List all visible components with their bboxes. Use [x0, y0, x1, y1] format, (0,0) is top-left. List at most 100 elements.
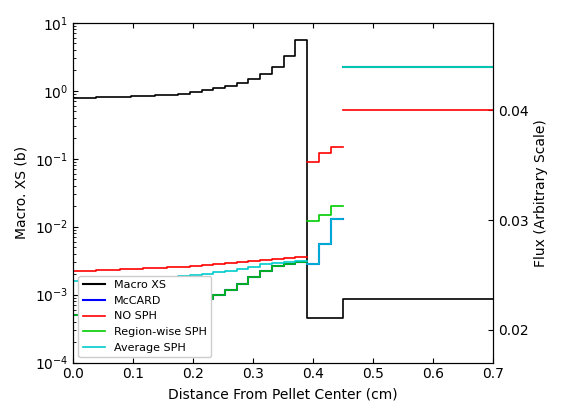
Region-wise SPH — [186, 303, 193, 308]
McCARD — [233, 287, 240, 292]
NO SPH — [151, 266, 158, 271]
Region-wise SPH — [128, 311, 135, 316]
McCARD — [233, 282, 240, 287]
Macro XS — [339, 316, 346, 321]
Region-wise SPH — [163, 305, 170, 310]
Region-wise SPH — [245, 282, 252, 287]
NO SPH — [233, 260, 240, 265]
NO SPH — [245, 260, 252, 265]
McCARD — [140, 308, 146, 313]
NO SPH — [292, 255, 298, 260]
Macro XS — [105, 94, 111, 99]
Average SPH — [93, 278, 100, 283]
Average SPH — [210, 271, 217, 276]
NO SPH — [81, 269, 88, 274]
Region-wise SPH — [128, 310, 135, 314]
McCARD — [93, 312, 100, 317]
McCARD — [175, 303, 182, 308]
NO SPH — [280, 256, 287, 261]
Average SPH — [280, 260, 287, 265]
McCARD — [105, 312, 111, 317]
McCARD — [186, 303, 193, 308]
Region-wise SPH — [140, 308, 146, 313]
McCARD — [151, 307, 158, 312]
Region-wise SPH — [175, 305, 182, 310]
Line: Region-wise SPH: Region-wise SPH — [73, 262, 307, 315]
Macro XS — [93, 95, 100, 100]
NO SPH — [186, 264, 193, 269]
Macro XS — [269, 65, 275, 70]
NO SPH — [81, 268, 88, 273]
NO SPH — [257, 258, 263, 262]
Region-wise SPH — [198, 300, 205, 305]
Average SPH — [163, 275, 170, 280]
Average SPH — [140, 277, 146, 282]
NO SPH — [140, 266, 146, 271]
Macro XS — [93, 95, 100, 100]
Macro XS — [245, 77, 252, 82]
Average SPH — [269, 260, 275, 265]
Macro XS — [128, 94, 135, 99]
McCARD — [257, 275, 263, 280]
NO SPH — [303, 255, 310, 260]
Macro XS — [81, 96, 88, 101]
McCARD — [93, 312, 100, 317]
Average SPH — [280, 259, 287, 264]
NO SPH — [70, 269, 77, 274]
Region-wise SPH — [70, 312, 77, 317]
NO SPH — [269, 258, 275, 262]
Macro XS — [210, 86, 217, 91]
NO SPH — [93, 268, 100, 273]
Region-wise SPH — [222, 292, 229, 297]
Line: Average SPH: Average SPH — [73, 261, 307, 281]
McCARD — [245, 275, 252, 280]
NO SPH — [163, 265, 170, 270]
McCARD — [269, 264, 275, 269]
NO SPH — [222, 261, 229, 266]
Region-wise SPH — [81, 312, 88, 317]
NO SPH — [245, 259, 252, 264]
Region-wise SPH — [140, 310, 146, 314]
McCARD — [269, 269, 275, 274]
Macro XS — [175, 91, 182, 96]
McCARD — [222, 292, 229, 297]
Macro XS — [151, 93, 158, 98]
NO SPH — [93, 268, 100, 273]
Macro XS — [163, 92, 170, 97]
NO SPH — [269, 256, 275, 261]
Macro XS — [140, 94, 146, 99]
Region-wise SPH — [292, 262, 298, 267]
Macro XS — [81, 95, 88, 100]
Region-wise SPH — [151, 307, 158, 312]
McCARD — [117, 312, 123, 317]
McCARD — [292, 262, 298, 267]
Region-wise SPH — [210, 297, 217, 302]
Average SPH — [93, 278, 100, 283]
NO SPH — [128, 267, 135, 272]
NO SPH — [175, 264, 182, 269]
Macro XS — [186, 90, 193, 95]
McCARD — [280, 262, 287, 267]
Average SPH — [257, 262, 263, 267]
NO SPH — [222, 262, 229, 267]
McCARD — [186, 300, 193, 305]
NO SPH — [257, 259, 263, 264]
Y-axis label: Macro. XS (b): Macro. XS (b) — [15, 146, 29, 239]
Macro XS — [140, 93, 146, 98]
Average SPH — [151, 275, 158, 280]
Macro XS — [222, 83, 229, 88]
Line: NO SPH: NO SPH — [73, 257, 307, 271]
Average SPH — [198, 271, 205, 276]
Average SPH — [81, 278, 88, 283]
Macro XS — [257, 77, 263, 82]
Region-wise SPH — [257, 275, 263, 280]
Macro XS — [292, 38, 298, 43]
McCARD — [151, 308, 158, 313]
Region-wise SPH — [233, 287, 240, 292]
NO SPH — [117, 267, 123, 272]
NO SPH — [198, 262, 205, 267]
Average SPH — [186, 272, 193, 277]
NO SPH — [105, 268, 111, 273]
McCARD — [81, 312, 88, 317]
Macro XS — [257, 72, 263, 77]
